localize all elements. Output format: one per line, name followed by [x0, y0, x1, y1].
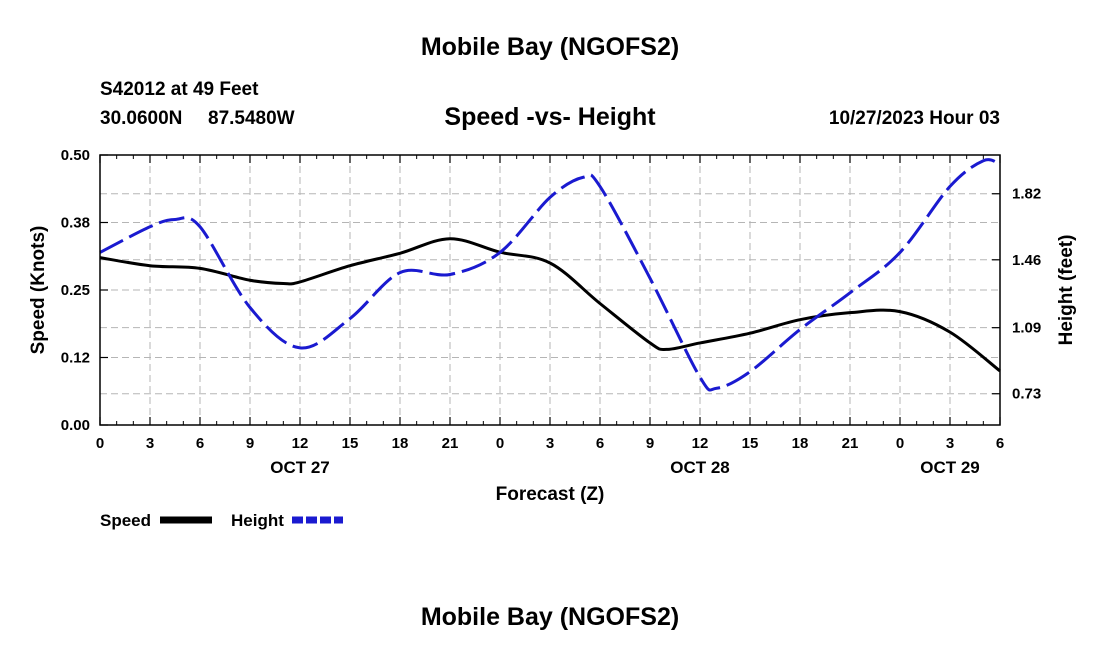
x-tick-label: 6	[596, 435, 604, 452]
footer-title: Mobile Bay (NGOFS2)	[421, 603, 679, 631]
station-label: S42012 at 49 Feet	[100, 79, 259, 100]
x-tick-label: 18	[792, 435, 809, 452]
page-title: Mobile Bay (NGOFS2)	[421, 33, 679, 61]
x-tick-label: 21	[442, 435, 459, 452]
y-tick-label: 0.38	[61, 215, 90, 232]
x-tick-label: 9	[646, 435, 654, 452]
x-tick-label: 3	[146, 435, 154, 452]
x-date-label: OCT 29	[920, 458, 980, 477]
x-tick-label: 6	[996, 435, 1004, 452]
series-speed-line	[99, 237, 1001, 373]
x-tick-label: 18	[392, 435, 409, 452]
y2-tick-label: 1.09	[1012, 320, 1041, 337]
y2-axis-label: Height (feet)	[1056, 235, 1077, 346]
x-tick-label: 0	[896, 435, 904, 452]
y-tick-label: 0.25	[61, 282, 90, 299]
y-axis-label: Speed (Knots)	[28, 226, 49, 355]
x-tick-label: 3	[546, 435, 554, 452]
legend: Speed Height	[100, 511, 343, 530]
x-tick-label: 12	[692, 435, 709, 452]
x-tick-label: 9	[246, 435, 254, 452]
x-date-label: OCT 27	[270, 458, 330, 477]
y2-tick-label: 0.73	[1012, 386, 1041, 403]
legend-speed-label: Speed	[100, 511, 151, 530]
x-tick-label: 0	[96, 435, 104, 452]
x-tick-label: 12	[292, 435, 309, 452]
x-tick-label: 0	[496, 435, 504, 452]
series-layer	[99, 158, 1001, 392]
legend-height-label: Height	[231, 511, 284, 530]
x-axis-label: Forecast (Z)	[496, 484, 605, 505]
y2-tick-label: 1.46	[1012, 252, 1041, 269]
forecast-datetime: 10/27/2023 Hour 03	[829, 108, 1000, 129]
grid-layer	[100, 155, 1000, 425]
coord-lon: 87.5480W	[208, 108, 295, 129]
coord-lat: 30.0600N	[100, 108, 182, 129]
x-tick-label: 15	[342, 435, 359, 452]
axis-layer: 0 3 6 9 12 15 18 21 0 3 6 9 12 15 18 21 0 3 6 OCT 27 OCT 28 O…	[61, 147, 1041, 477]
y-tick-label: 0.12	[61, 350, 90, 367]
x-tick-label: 15	[742, 435, 759, 452]
x-tick-label: 6	[196, 435, 204, 452]
chart-title: Speed -vs- Height	[444, 103, 656, 131]
x-tick-label: 3	[946, 435, 954, 452]
y-tick-label: 0.00	[61, 417, 90, 434]
x-date-label: OCT 28	[670, 458, 730, 477]
y-tick-label: 0.50	[61, 147, 90, 164]
y2-tick-label: 1.82	[1012, 186, 1041, 203]
x-tick-label: 21	[842, 435, 859, 452]
series-height-line	[99, 158, 1001, 392]
